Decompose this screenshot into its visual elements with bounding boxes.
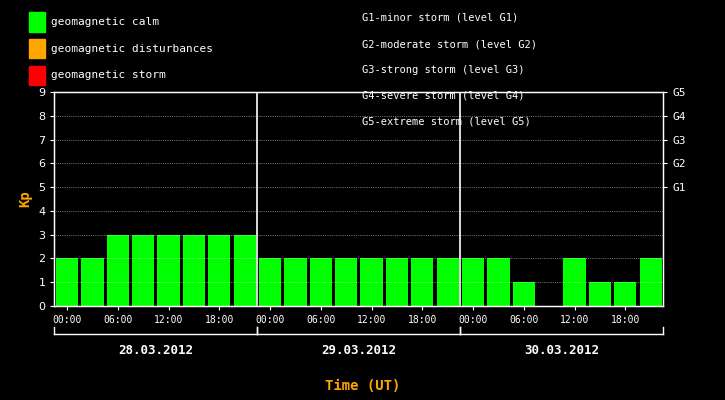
Bar [208,235,231,306]
Bar [81,258,104,306]
Bar [411,258,434,306]
Bar [436,258,459,306]
Text: geomagnetic calm: geomagnetic calm [51,17,159,27]
Text: 30.03.2012: 30.03.2012 [524,344,600,356]
Bar [360,258,383,306]
Bar [462,258,484,306]
Bar [513,282,535,306]
Text: G1-minor storm (level G1): G1-minor storm (level G1) [362,13,519,23]
Bar [589,282,611,306]
Bar [56,258,78,306]
Bar [614,282,637,306]
Bar [310,258,332,306]
Text: Time (UT): Time (UT) [325,379,400,393]
Bar [132,235,154,306]
Text: G5-extreme storm (level G5): G5-extreme storm (level G5) [362,117,531,127]
Bar [183,235,205,306]
Bar [259,258,281,306]
Text: G4-severe storm (level G4): G4-severe storm (level G4) [362,91,525,101]
Text: 29.03.2012: 29.03.2012 [321,344,397,356]
Y-axis label: Kp: Kp [19,191,33,207]
Bar [487,258,510,306]
Text: geomagnetic storm: geomagnetic storm [51,70,165,80]
Bar [563,258,586,306]
Bar [107,235,129,306]
Bar [386,258,408,306]
Bar [639,258,662,306]
Bar [284,258,307,306]
Bar [157,235,180,306]
Text: geomagnetic disturbances: geomagnetic disturbances [51,44,212,54]
Text: G2-moderate storm (level G2): G2-moderate storm (level G2) [362,39,537,49]
Bar [335,258,357,306]
Bar [233,235,256,306]
Text: G3-strong storm (level G3): G3-strong storm (level G3) [362,65,525,75]
Text: 28.03.2012: 28.03.2012 [118,344,194,356]
